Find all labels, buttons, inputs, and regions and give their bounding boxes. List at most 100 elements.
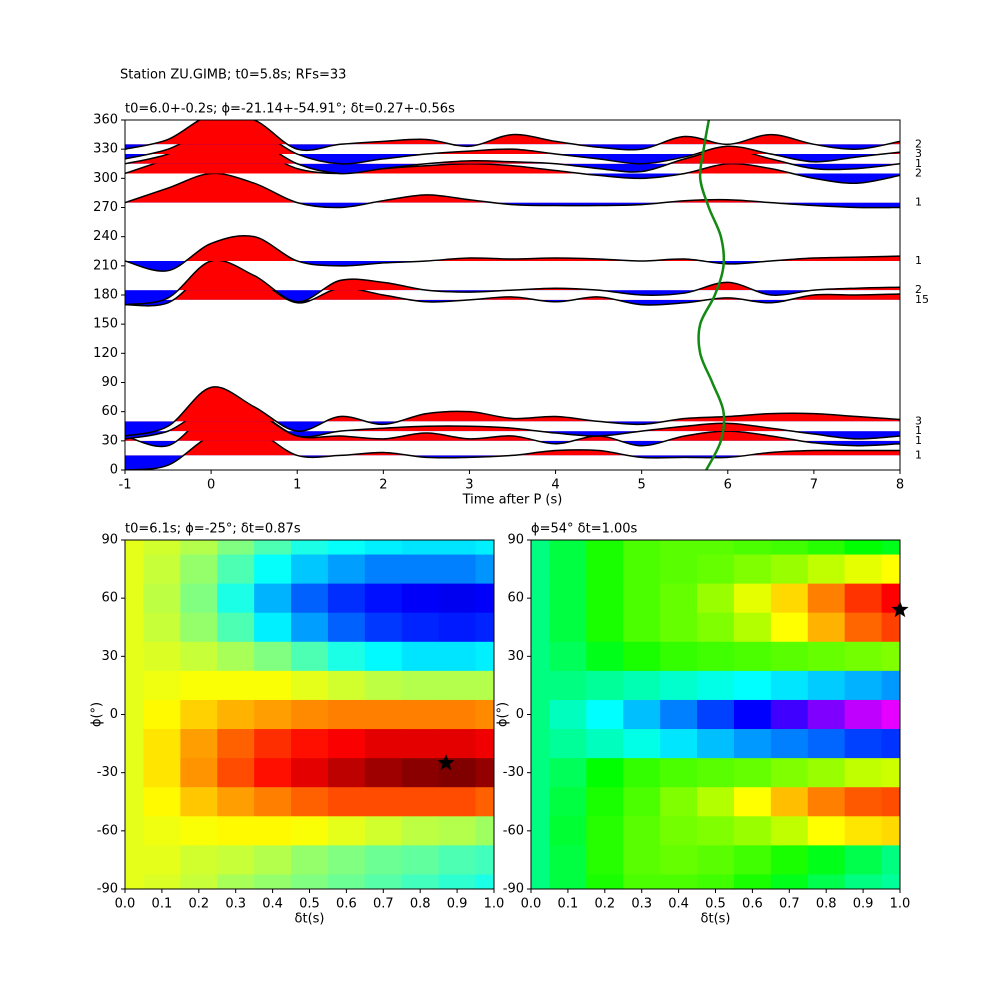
heatmap-cell (254, 874, 292, 889)
heatmap-cell (844, 758, 883, 788)
x-tick-label: 0.5 (705, 897, 726, 912)
heatmap-cell (586, 554, 624, 585)
heatmap-cell (733, 612, 772, 643)
axes-title: ϕ=54° δt=1.00s (531, 522, 638, 537)
y-tick-label: 120 (93, 346, 118, 361)
heatmap-cell (364, 816, 403, 846)
heatmap-cell (660, 641, 698, 672)
heatmap-cell (660, 845, 698, 875)
heatmap-cell (881, 670, 900, 701)
heatmap-cell (549, 845, 587, 875)
heatmap-cell (143, 583, 181, 614)
heatmap-cell (254, 816, 292, 846)
heatmap-cell (623, 612, 661, 643)
x-tick-label: 0.8 (410, 897, 431, 912)
x-tick-label: 0.0 (115, 897, 136, 912)
heatmap-cell (143, 554, 181, 585)
heatmap-cell (254, 641, 292, 672)
y-tick-label: 270 (93, 200, 118, 215)
heatmap-cell (586, 729, 624, 759)
heatmap-cell (401, 845, 440, 875)
heatmap-cell (733, 670, 772, 701)
x-tick-label: 0.3 (225, 897, 246, 912)
heatmap-cell (217, 845, 255, 875)
heatmap-cell (291, 670, 329, 701)
heatmap-cell (217, 540, 255, 556)
heatmap-cell (217, 699, 255, 730)
heatmap-cell (475, 787, 494, 817)
positive-fill (125, 235, 900, 261)
heatmap-cell (217, 612, 255, 643)
heatmap-cell (475, 554, 494, 585)
x-axis-label: δt(s) (295, 912, 325, 927)
x-tick-label: 0.4 (668, 897, 689, 912)
heatmap-cell (438, 874, 477, 889)
heatmap-cell (217, 787, 255, 817)
trace-line (125, 120, 900, 152)
positive-fill (174, 386, 900, 422)
heatmap-cell (327, 583, 366, 614)
x-tick-label: 0.2 (594, 897, 615, 912)
heatmap-cell (180, 787, 218, 817)
heatmap-cell (180, 612, 218, 643)
heatmap-cell (881, 699, 900, 730)
heatmap-cell (125, 729, 144, 759)
heatmap-cell (586, 758, 624, 788)
heatmap-cell (660, 787, 698, 817)
heatmap-cell (125, 670, 144, 701)
heatmap-cell (770, 874, 809, 889)
heatmap-cell (327, 874, 366, 889)
heatmap-cell (623, 758, 661, 788)
positive-fill (151, 120, 900, 145)
heatmap-cell (401, 670, 440, 701)
heatmap-cell (438, 699, 477, 730)
y-tick-label: -90 (97, 882, 118, 897)
heatmap-cell (586, 583, 624, 614)
y-tick-label: 0 (110, 463, 118, 478)
heatmap-cell (438, 845, 477, 875)
heatmap-cell (364, 729, 403, 759)
heatmap-cell (733, 787, 772, 817)
x-tick-label: 0.3 (631, 897, 652, 912)
heatmap-cell (881, 729, 900, 759)
heatmap-cell (549, 787, 587, 817)
x-tick-label: 0.4 (262, 897, 283, 912)
x-tick-label: 1 (293, 478, 301, 493)
x-tick-label: 4 (551, 478, 559, 493)
x-tick-label: -1 (119, 478, 132, 493)
heatmap-cell (475, 612, 494, 643)
heatmap-cell (143, 670, 181, 701)
heatmap-cell (531, 612, 550, 643)
x-tick-label: 0.2 (188, 897, 209, 912)
heatmap-cell (438, 787, 477, 817)
heatmap-cell (844, 641, 883, 672)
heatmap-cell (180, 758, 218, 788)
heatmap-cell (697, 554, 735, 585)
heatmap-cell (660, 816, 698, 846)
heatmap-cell (549, 554, 587, 585)
x-tick-label: 2 (379, 478, 387, 493)
y-tick-label: 90 (101, 375, 118, 390)
heatmap-cell (364, 670, 403, 701)
x-axis-label: δt(s) (701, 912, 731, 927)
heatmap-cell (770, 583, 809, 614)
heatmap-cell (125, 816, 144, 846)
heatmap-cell (438, 612, 477, 643)
heatmap-cell (125, 554, 144, 585)
heatmap-cell (881, 758, 900, 788)
x-tick-label: 0.1 (558, 897, 579, 912)
x-tick-label: 1.0 (890, 897, 911, 912)
heatmap-cell (475, 583, 494, 614)
heatmap-cell (697, 729, 735, 759)
heatmap-cell (623, 729, 661, 759)
x-tick-label: 0.5 (299, 897, 320, 912)
x-tick-label: 0.9 (853, 897, 874, 912)
heatmap-cell (549, 540, 587, 556)
y-tick-label: -90 (503, 882, 524, 897)
heatmap-cell (697, 699, 735, 730)
x-tick-label: 0.0 (521, 897, 542, 912)
heatmap-cell (586, 816, 624, 846)
y-tick-label: 30 (507, 649, 524, 664)
heatmap-cell (623, 554, 661, 585)
heatmap-cell (143, 729, 181, 759)
